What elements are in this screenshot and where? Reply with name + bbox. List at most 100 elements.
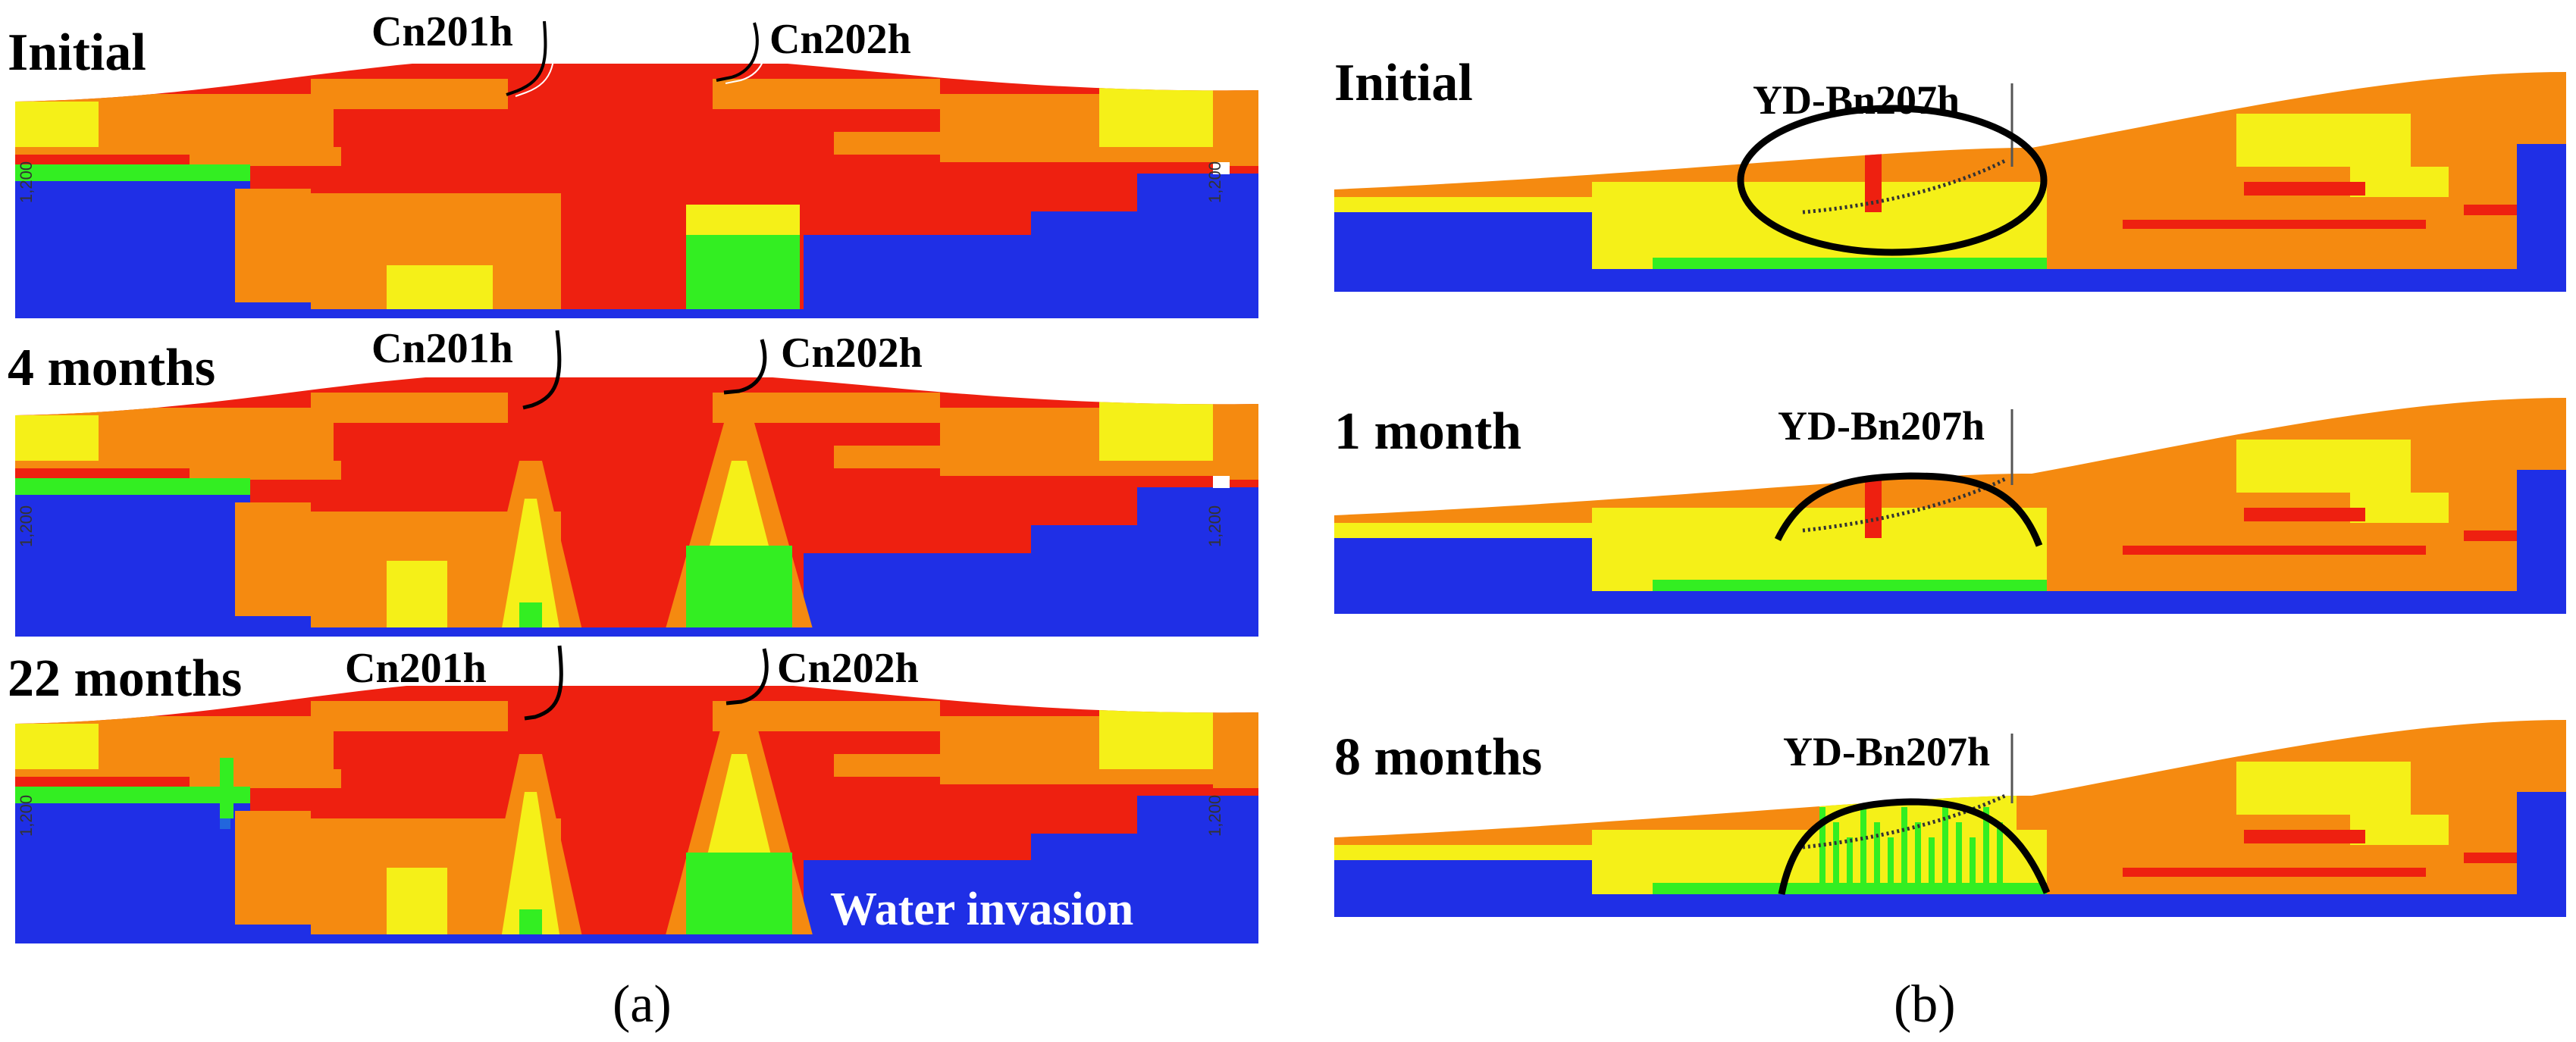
panel-b-section-initial: Initial YD-Bn207h bbox=[1334, 54, 2566, 292]
aquifer-bottom bbox=[804, 235, 1137, 318]
depth-tick-right: 1,200 bbox=[1205, 505, 1224, 547]
row-label-8-months: 8 months bbox=[1334, 728, 1542, 787]
panel-b-section-1-month: 1 month YD-Bn207h bbox=[1334, 398, 2566, 614]
well-label-yd-bn207h: YD-Bn207h bbox=[1778, 403, 1985, 449]
water-invasion-annotation: Water invasion bbox=[830, 884, 1133, 935]
highlight-ellipse bbox=[1737, 105, 2048, 256]
panel-b-section-8-months: 8 months YD-Bn207h bbox=[1334, 720, 2566, 917]
transition-zone bbox=[2236, 440, 2411, 493]
aquifer-right bbox=[2517, 144, 2566, 292]
mixed-zone bbox=[1213, 83, 1258, 166]
well-trajectory-cn201h bbox=[524, 645, 563, 721]
water-contact bbox=[1653, 883, 2047, 894]
depth-tick-left: 1,200 bbox=[17, 505, 36, 547]
transition-zone bbox=[15, 415, 99, 461]
water-finger bbox=[1874, 822, 1880, 883]
transition-zone bbox=[2350, 493, 2449, 523]
gas-streak bbox=[1865, 152, 1882, 212]
panel-a-section-initial: Initial Cn201h Cn202h 1,200 1,200 bbox=[8, 8, 1258, 318]
well-label-cn201h: Cn201h bbox=[371, 8, 513, 55]
panel-a-caption: (a) bbox=[613, 975, 672, 1034]
mixed-zone bbox=[834, 446, 1122, 468]
mixed-zone bbox=[190, 147, 341, 166]
aquifer-left bbox=[15, 495, 250, 637]
row-label-22-months: 22 months bbox=[8, 649, 242, 708]
aquifer-right bbox=[2517, 792, 2566, 917]
mixed-zone bbox=[834, 132, 1122, 155]
transition-zone bbox=[2236, 114, 2411, 167]
water-contact-left bbox=[15, 478, 250, 495]
mixed-zone bbox=[1213, 705, 1258, 788]
well-trajectory-yd-bn207h bbox=[1802, 793, 2007, 850]
water-cone bbox=[686, 235, 800, 318]
mixed-zone bbox=[834, 754, 1122, 777]
lower-mixed-zone bbox=[235, 502, 311, 616]
aquifer-base bbox=[1334, 269, 2566, 292]
gas-streak bbox=[2123, 546, 2426, 555]
aquifer-base bbox=[1334, 591, 2566, 614]
aquifer-left bbox=[15, 803, 250, 943]
transition-zone bbox=[2350, 815, 2449, 845]
transition-zone bbox=[1099, 86, 1213, 147]
aquifer-base bbox=[15, 934, 1258, 943]
lower-mixed-zone bbox=[235, 811, 311, 925]
water-finger bbox=[1942, 807, 1948, 883]
aquifer-bottom bbox=[804, 860, 1137, 943]
water-finger bbox=[1847, 837, 1853, 883]
depth-tick-left: 1,200 bbox=[17, 161, 36, 203]
mixed-zone bbox=[713, 393, 940, 423]
water-finger bbox=[1956, 822, 1962, 883]
water-cone-outline bbox=[1778, 798, 2051, 895]
gas-streak bbox=[2123, 220, 2426, 229]
well-label-cn201h: Cn201h bbox=[371, 325, 513, 372]
well-trajectory-cn201h bbox=[506, 20, 547, 96]
water-finger bbox=[1833, 822, 1839, 883]
aquifer-right bbox=[1137, 796, 1258, 943]
water-contact-left bbox=[15, 164, 250, 181]
gas-streak bbox=[2244, 182, 2365, 196]
depth-tick-right: 1,200 bbox=[1205, 161, 1224, 203]
row-label-1-month: 1 month bbox=[1334, 402, 1521, 461]
transition-zone bbox=[1099, 400, 1213, 461]
mixed-zone bbox=[713, 79, 940, 109]
depth-tick-left: 1,200 bbox=[17, 795, 36, 837]
water-finger bbox=[1929, 837, 1935, 883]
aquifer-right bbox=[2517, 470, 2566, 614]
depth-tick-right: 1,200 bbox=[1205, 795, 1224, 837]
water-finger bbox=[1819, 807, 1825, 883]
transition-zone bbox=[387, 868, 447, 943]
mixed-zone bbox=[311, 701, 508, 731]
mixed-zone bbox=[1213, 396, 1258, 480]
marker bbox=[220, 818, 230, 829]
gas-streak bbox=[2244, 830, 2365, 843]
water-finger bbox=[1901, 807, 1907, 883]
aquifer-base bbox=[15, 309, 1258, 318]
well-trajectory-cn202h bbox=[716, 22, 759, 82]
well-trajectory-yd-bn207h bbox=[1802, 477, 2007, 533]
panel-a-section-4-months: 4 months Cn201h Cn202h 1,200 1,200 bbox=[8, 325, 1258, 637]
water-contact-left bbox=[15, 787, 250, 803]
aquifer-right bbox=[1137, 174, 1258, 318]
transition-zone bbox=[387, 561, 447, 637]
lower-mixed-zone bbox=[235, 189, 311, 302]
row-label-initial-a: Initial bbox=[8, 23, 146, 82]
transition-zone bbox=[15, 724, 99, 769]
panel-b: Initial YD-Bn207h 1 month YD-Bn207h 8 mo… bbox=[1334, 54, 2566, 1034]
transition-zone bbox=[2236, 762, 2411, 815]
water-finger bbox=[1915, 822, 1921, 883]
water-contact bbox=[1653, 580, 2047, 591]
transition-zone bbox=[2350, 167, 2449, 197]
cone-yellow bbox=[500, 792, 561, 943]
reservoir-section-initial-a bbox=[15, 64, 1258, 318]
mixed-zone bbox=[311, 393, 508, 423]
water-contact-left bbox=[220, 758, 233, 818]
mixed-zone bbox=[190, 769, 341, 788]
water-contact bbox=[1653, 258, 2047, 269]
well-trajectory-yd-bn207h bbox=[1802, 158, 2007, 214]
row-label-initial-b: Initial bbox=[1334, 54, 1473, 112]
reservoir-section-4-months bbox=[15, 377, 1258, 637]
well-trajectory-cn202h bbox=[723, 339, 767, 395]
water-finger bbox=[1983, 807, 1989, 883]
well-label-cn202h: Cn202h bbox=[781, 330, 923, 377]
